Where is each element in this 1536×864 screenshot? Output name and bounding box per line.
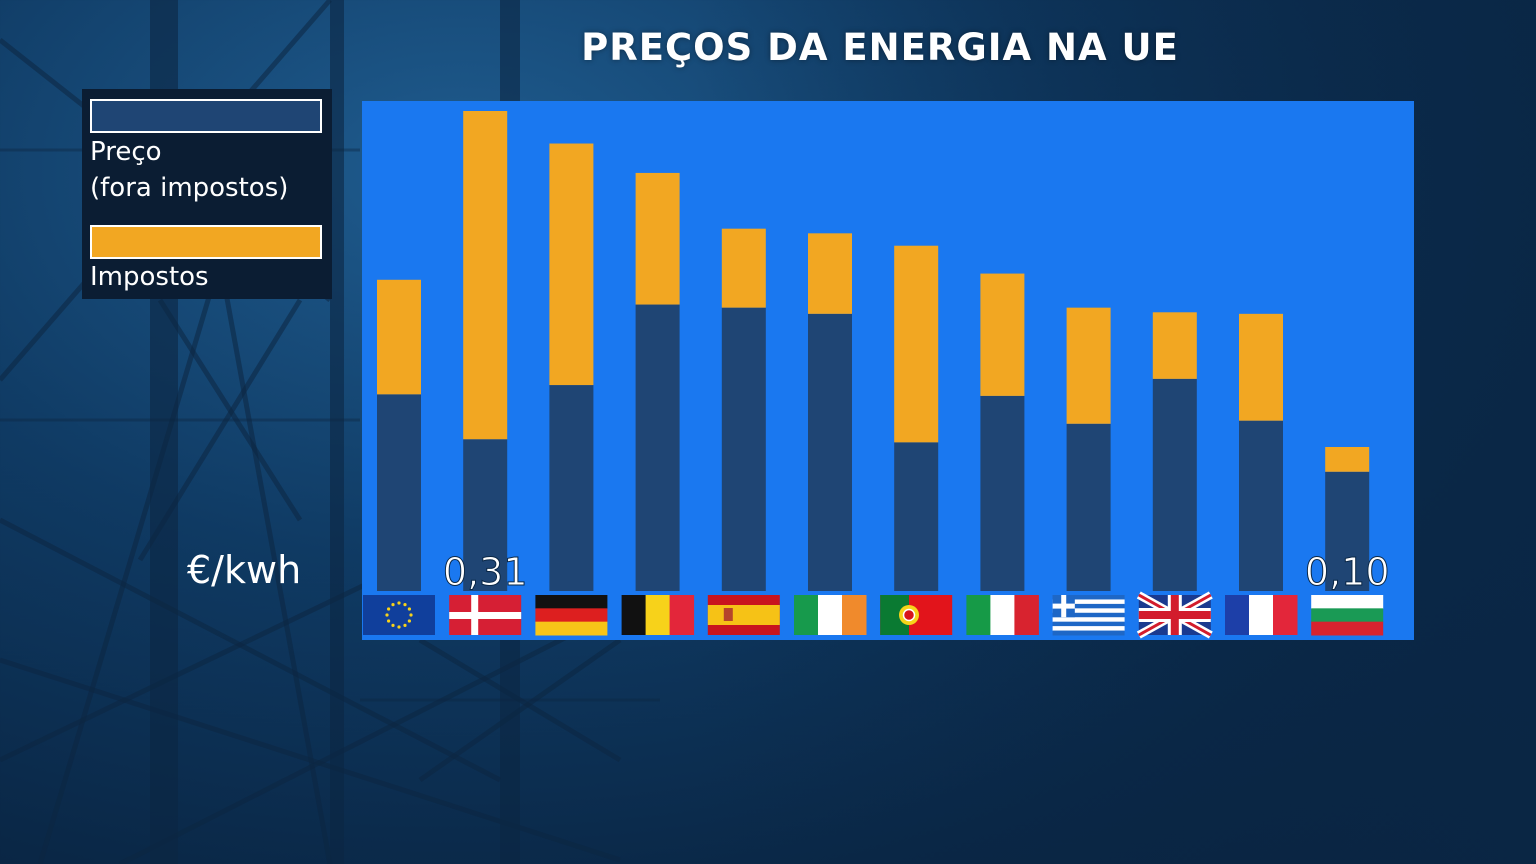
bar-tax-spain (721, 228, 766, 308)
bar-price-bulgaria (1325, 471, 1370, 591)
legend-swatch-tax (90, 225, 322, 259)
bar-tax-france (1239, 313, 1283, 421)
value-label-bulgaria: 0,10 (1305, 550, 1390, 594)
legend-swatch-price (90, 99, 322, 133)
spain-flag-icon (707, 595, 780, 635)
bar-price-denmark (463, 439, 508, 591)
bar-tax-bulgaria (1325, 447, 1370, 472)
eu-flag-icon (363, 595, 435, 635)
value-labels-group: 0,31 0,10 (442, 550, 1390, 595)
bar-price-germany (549, 385, 594, 591)
germany-flag-icon (535, 595, 608, 636)
bar-tax-denmark (463, 111, 508, 440)
bar-price-ireland (808, 313, 852, 591)
legend: Preço (fora impostos) Impostos (82, 89, 332, 299)
bar-tax-greece (1066, 307, 1111, 424)
france-flag-icon (1225, 595, 1298, 635)
chart-title: PREÇOS DA ENERGIA NA UE (581, 26, 1179, 69)
bar-tax-germany (549, 143, 594, 386)
portugal-flag-icon (880, 595, 953, 635)
denmark-flag-icon (449, 595, 522, 635)
legend-label-tax: Impostos (90, 262, 209, 292)
bar-price-greece (1066, 423, 1111, 591)
greece-flag-icon (1052, 595, 1125, 636)
bar-tax-italy (980, 273, 1025, 396)
bar-price-united-kingdom (1152, 378, 1197, 591)
bar-price-belgium (635, 304, 680, 591)
plot-background (362, 101, 1414, 640)
bar-price-spain (721, 307, 766, 591)
value-label-denmark: 0,31 (443, 550, 528, 594)
bar-price-italy (980, 395, 1025, 591)
bar-price-portugal (894, 442, 939, 591)
bars-group (377, 111, 1370, 591)
bar-price-eu (377, 394, 421, 591)
bar-tax-belgium (635, 172, 680, 305)
bar-tax-portugal (894, 245, 939, 443)
legend-label-price: Preço (fora impostos) (90, 137, 289, 203)
italy-flag-icon (966, 595, 1039, 635)
bar-price-france (1239, 420, 1283, 591)
bar-tax-united-kingdom (1152, 312, 1197, 379)
unit-label: €/kwh (187, 548, 302, 592)
ireland-flag-icon (794, 595, 867, 635)
bar-tax-eu (377, 279, 421, 395)
flags-group (363, 591, 1384, 639)
belgium-flag-icon (621, 595, 695, 635)
bar-tax-ireland (808, 233, 852, 314)
uk-flag-icon (1136, 591, 1213, 639)
stacked-bar-chart: 0,31 0,10 (362, 101, 1414, 640)
bulgaria-flag-icon (1311, 595, 1384, 636)
